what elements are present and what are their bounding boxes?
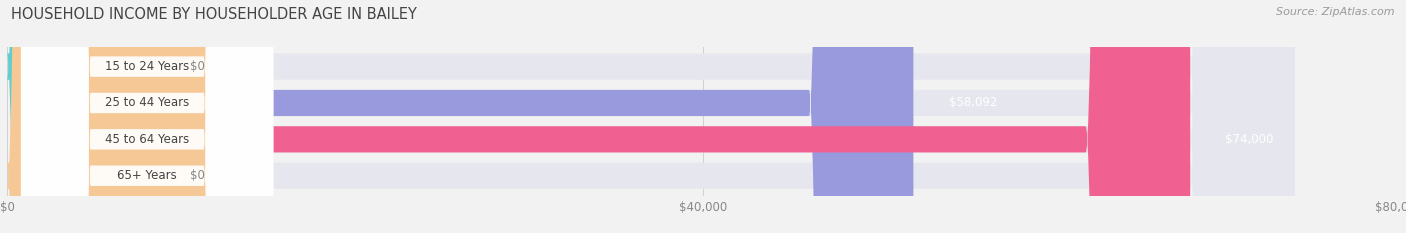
Text: $0: $0 [190, 60, 205, 73]
FancyBboxPatch shape [21, 0, 273, 233]
FancyBboxPatch shape [7, 0, 217, 233]
Text: Source: ZipAtlas.com: Source: ZipAtlas.com [1277, 7, 1395, 17]
FancyBboxPatch shape [111, 0, 1295, 233]
FancyBboxPatch shape [111, 0, 1295, 233]
Text: $74,000: $74,000 [1225, 133, 1274, 146]
Text: 15 to 24 Years: 15 to 24 Years [105, 60, 190, 73]
Text: $0: $0 [190, 169, 205, 182]
FancyBboxPatch shape [21, 0, 273, 233]
Text: HOUSEHOLD INCOME BY HOUSEHOLDER AGE IN BAILEY: HOUSEHOLD INCOME BY HOUSEHOLDER AGE IN B… [11, 7, 418, 22]
Text: $58,092: $58,092 [949, 96, 997, 110]
FancyBboxPatch shape [111, 0, 1191, 233]
Text: 65+ Years: 65+ Years [117, 169, 177, 182]
FancyBboxPatch shape [21, 0, 273, 233]
Text: 25 to 44 Years: 25 to 44 Years [105, 96, 190, 110]
FancyBboxPatch shape [111, 0, 914, 233]
FancyBboxPatch shape [111, 0, 1295, 233]
Text: 45 to 64 Years: 45 to 64 Years [105, 133, 190, 146]
FancyBboxPatch shape [111, 0, 1295, 233]
FancyBboxPatch shape [7, 0, 217, 233]
FancyBboxPatch shape [21, 0, 273, 233]
